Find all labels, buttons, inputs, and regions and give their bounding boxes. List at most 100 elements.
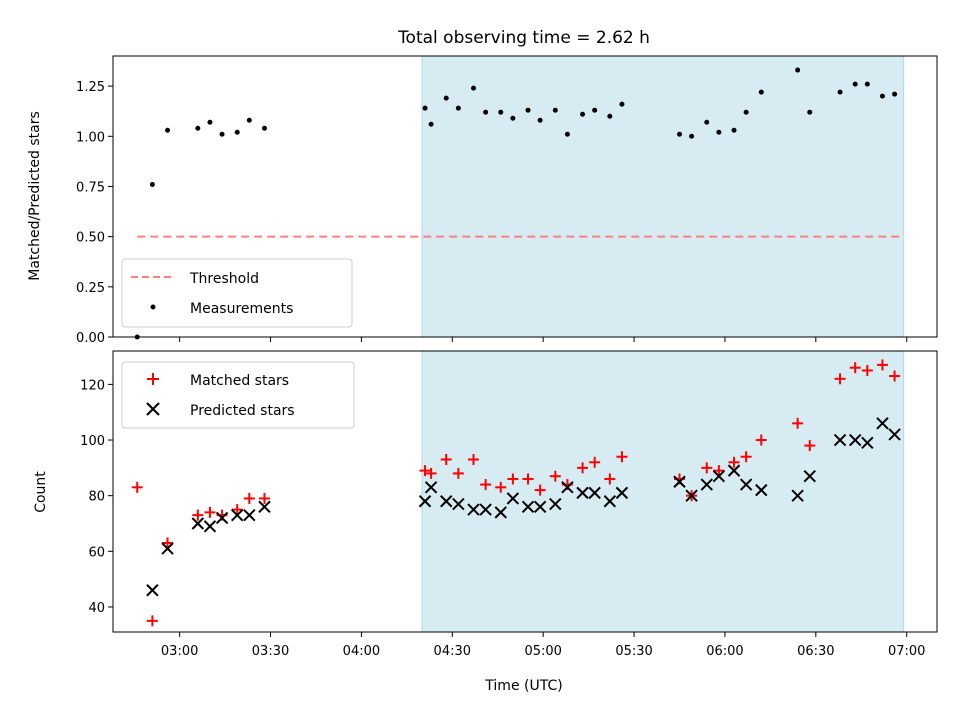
x-tick-label: 06:00 (706, 644, 743, 659)
y-tick-label: 120 (80, 378, 105, 393)
matched-star-point (889, 370, 901, 382)
top-panel: 0.00 0.25 0.50 0.75 1.00 1.25 Matched/Predict… (27, 55, 938, 346)
matched-star-point (577, 462, 589, 474)
measurement-point (234, 129, 240, 135)
matched-star-point (589, 456, 601, 468)
predicted-star-stroke-b (479, 503, 492, 516)
y-tick-label: 0.25 (76, 281, 105, 296)
predicted-star-stroke-b (191, 517, 205, 530)
predicted-star-point (576, 486, 589, 500)
predicted-star-stroke-b (440, 495, 453, 508)
top-shaded-span (421, 56, 905, 337)
measurement-point (246, 117, 252, 123)
predicted-star-point (479, 503, 492, 516)
predicted-star-point (161, 542, 174, 555)
predicted-star-stroke-b (673, 475, 686, 488)
matched-star-point (468, 454, 479, 466)
predicted-star-point (506, 492, 520, 505)
x-tick-label: 05:00 (524, 644, 561, 659)
predicted-star-point (615, 486, 629, 500)
matched-star-point (146, 615, 158, 627)
matched-star-point (440, 454, 452, 466)
predicted-star-stroke-b (452, 497, 465, 511)
predicted-stars-legend-label: Predicted stars (190, 403, 295, 419)
bottom-y-axis-ticks: 40 60 80 100 120 (80, 378, 113, 616)
predicted-star-point (561, 481, 574, 494)
matched-stars-legend-swatch (147, 373, 159, 385)
measurement-point (165, 127, 171, 133)
predicted-star-stroke-b (561, 481, 574, 494)
predicted-star-stroke-b (848, 433, 862, 447)
measurement-point (879, 93, 885, 99)
predicted-star-stroke-b (203, 520, 217, 533)
measurement-point (207, 119, 213, 125)
predicted-star-stroke-b (888, 428, 901, 441)
predicted-stars-legend-swatch (146, 402, 160, 416)
y-tick-label: 0.50 (76, 231, 105, 246)
measurement-point (704, 119, 710, 125)
predicted-star-stroke-b (876, 417, 889, 430)
predicted-star-stroke-b (424, 481, 438, 494)
measurement-point (689, 133, 695, 139)
predicted-star-stroke-b (712, 469, 726, 483)
predicted-star-stroke-b (533, 500, 547, 514)
measurement-point (592, 107, 598, 113)
y-tick-label: 1.00 (76, 130, 105, 145)
predicted-star-point (727, 464, 741, 477)
predicted-star-stroke-b (521, 500, 535, 514)
top-y-axis-label: Matched/Predicted stars (27, 111, 43, 281)
measurement-point (483, 109, 489, 115)
predicted-star-stroke-b (243, 508, 256, 522)
bottom-panel: 40 60 80 100 120 03:00 03:30 04:00 04:30 05:00 05… (33, 350, 938, 694)
measurement-point (498, 109, 504, 115)
matched-star-point (480, 479, 492, 491)
predicted-star-point (700, 478, 713, 491)
predicted-star-stroke-b (161, 542, 174, 555)
matched-star-point (604, 473, 616, 485)
measurement-point (455, 105, 461, 111)
y-tick-label: 0.00 (76, 331, 105, 346)
predicted-star-stroke-b (833, 433, 847, 447)
predicted-star-point (803, 469, 816, 483)
matched-star-point (419, 465, 431, 477)
matched-star-point (834, 373, 846, 385)
predicted-star-point (739, 478, 753, 491)
matched-star-point (701, 462, 713, 474)
top-axes-frame (112, 55, 938, 338)
matched-star-point (204, 506, 216, 518)
matched-star-point (162, 537, 174, 549)
predicted-star-point (755, 483, 768, 497)
matched-star-point (452, 467, 464, 479)
predicted-star-point (791, 489, 804, 502)
predicted-star-point (533, 500, 547, 514)
measurement-point (619, 101, 625, 107)
y-tick-label: 60 (88, 545, 105, 560)
matched-star-point (231, 504, 243, 516)
predicted-star-stroke-b (791, 489, 804, 502)
predicted-star-stroke-b (494, 506, 507, 519)
predicted-star-stroke-b (615, 486, 629, 500)
predicted-star-stroke-b (700, 478, 713, 491)
measurement-point (552, 107, 558, 113)
matched-star-point (740, 451, 752, 463)
measurement-point (580, 111, 586, 117)
matched-star-point (861, 364, 873, 376)
predicted-star-point (258, 500, 271, 514)
predicted-star-stroke-b (418, 495, 432, 508)
x-tick-label: 07:00 (888, 644, 925, 659)
predicted-star-point (146, 584, 159, 597)
measurement-point (471, 85, 476, 91)
matched-star-point (804, 440, 816, 452)
bottom-shaded-span (421, 351, 905, 632)
matched-star-point (792, 417, 804, 429)
matched-star-point (425, 467, 437, 479)
matched-star-point (522, 473, 534, 485)
predicted-star-stroke-b (588, 486, 601, 500)
bottom-y-axis-label: Count (33, 471, 49, 513)
top-legend-box (121, 258, 353, 328)
predicted-star-point (494, 506, 507, 519)
measurement-point (607, 113, 613, 119)
matched-star-point (534, 484, 546, 496)
predicted-star-stroke-b (506, 492, 520, 505)
